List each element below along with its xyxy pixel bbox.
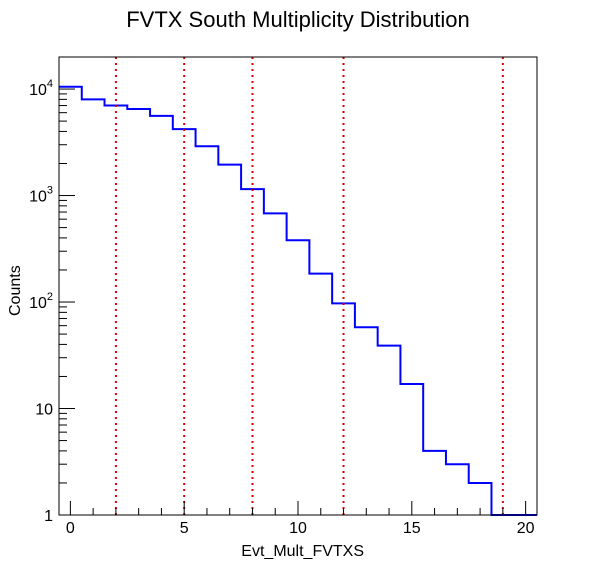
y-tick-label: 1	[44, 508, 53, 525]
histogram-bin	[355, 327, 378, 515]
histogram-series-line	[59, 85, 537, 516]
y-tick-label: 102	[29, 291, 53, 312]
histogram-bin	[218, 165, 241, 515]
plot-area	[59, 57, 537, 516]
y-tick-label: 10	[35, 402, 53, 419]
histogram-bin	[400, 384, 423, 515]
x-tick-label: 5	[180, 520, 189, 537]
y-axis-label: Counts	[7, 265, 24, 316]
x-tick-label: 20	[517, 520, 535, 537]
histogram-bin	[287, 240, 310, 515]
x-tick-label: 15	[403, 520, 421, 537]
histogram-bin	[423, 451, 446, 515]
histogram-bin	[264, 213, 287, 515]
histogram-bin	[127, 109, 150, 515]
x-tick-label: 10	[289, 520, 307, 537]
histogram-bin	[150, 116, 173, 515]
x-axis: 0 5 10 15 20	[66, 501, 535, 537]
chart-title: FVTX South Multiplicity Distribution	[126, 7, 470, 32]
x-tick-label: 0	[66, 520, 75, 537]
histogram-bin	[82, 99, 105, 515]
y-tick-label: 104	[29, 78, 53, 99]
histogram-bin	[196, 146, 219, 515]
histogram-bin	[309, 274, 332, 515]
y-tick-label: 103	[29, 185, 53, 206]
histogram-bin	[446, 464, 469, 515]
histogram-bin	[378, 346, 401, 515]
x-axis-label: Evt_Mult_FVTXS	[241, 543, 364, 560]
y-axis: 1 10 102 103 104	[29, 56, 75, 525]
